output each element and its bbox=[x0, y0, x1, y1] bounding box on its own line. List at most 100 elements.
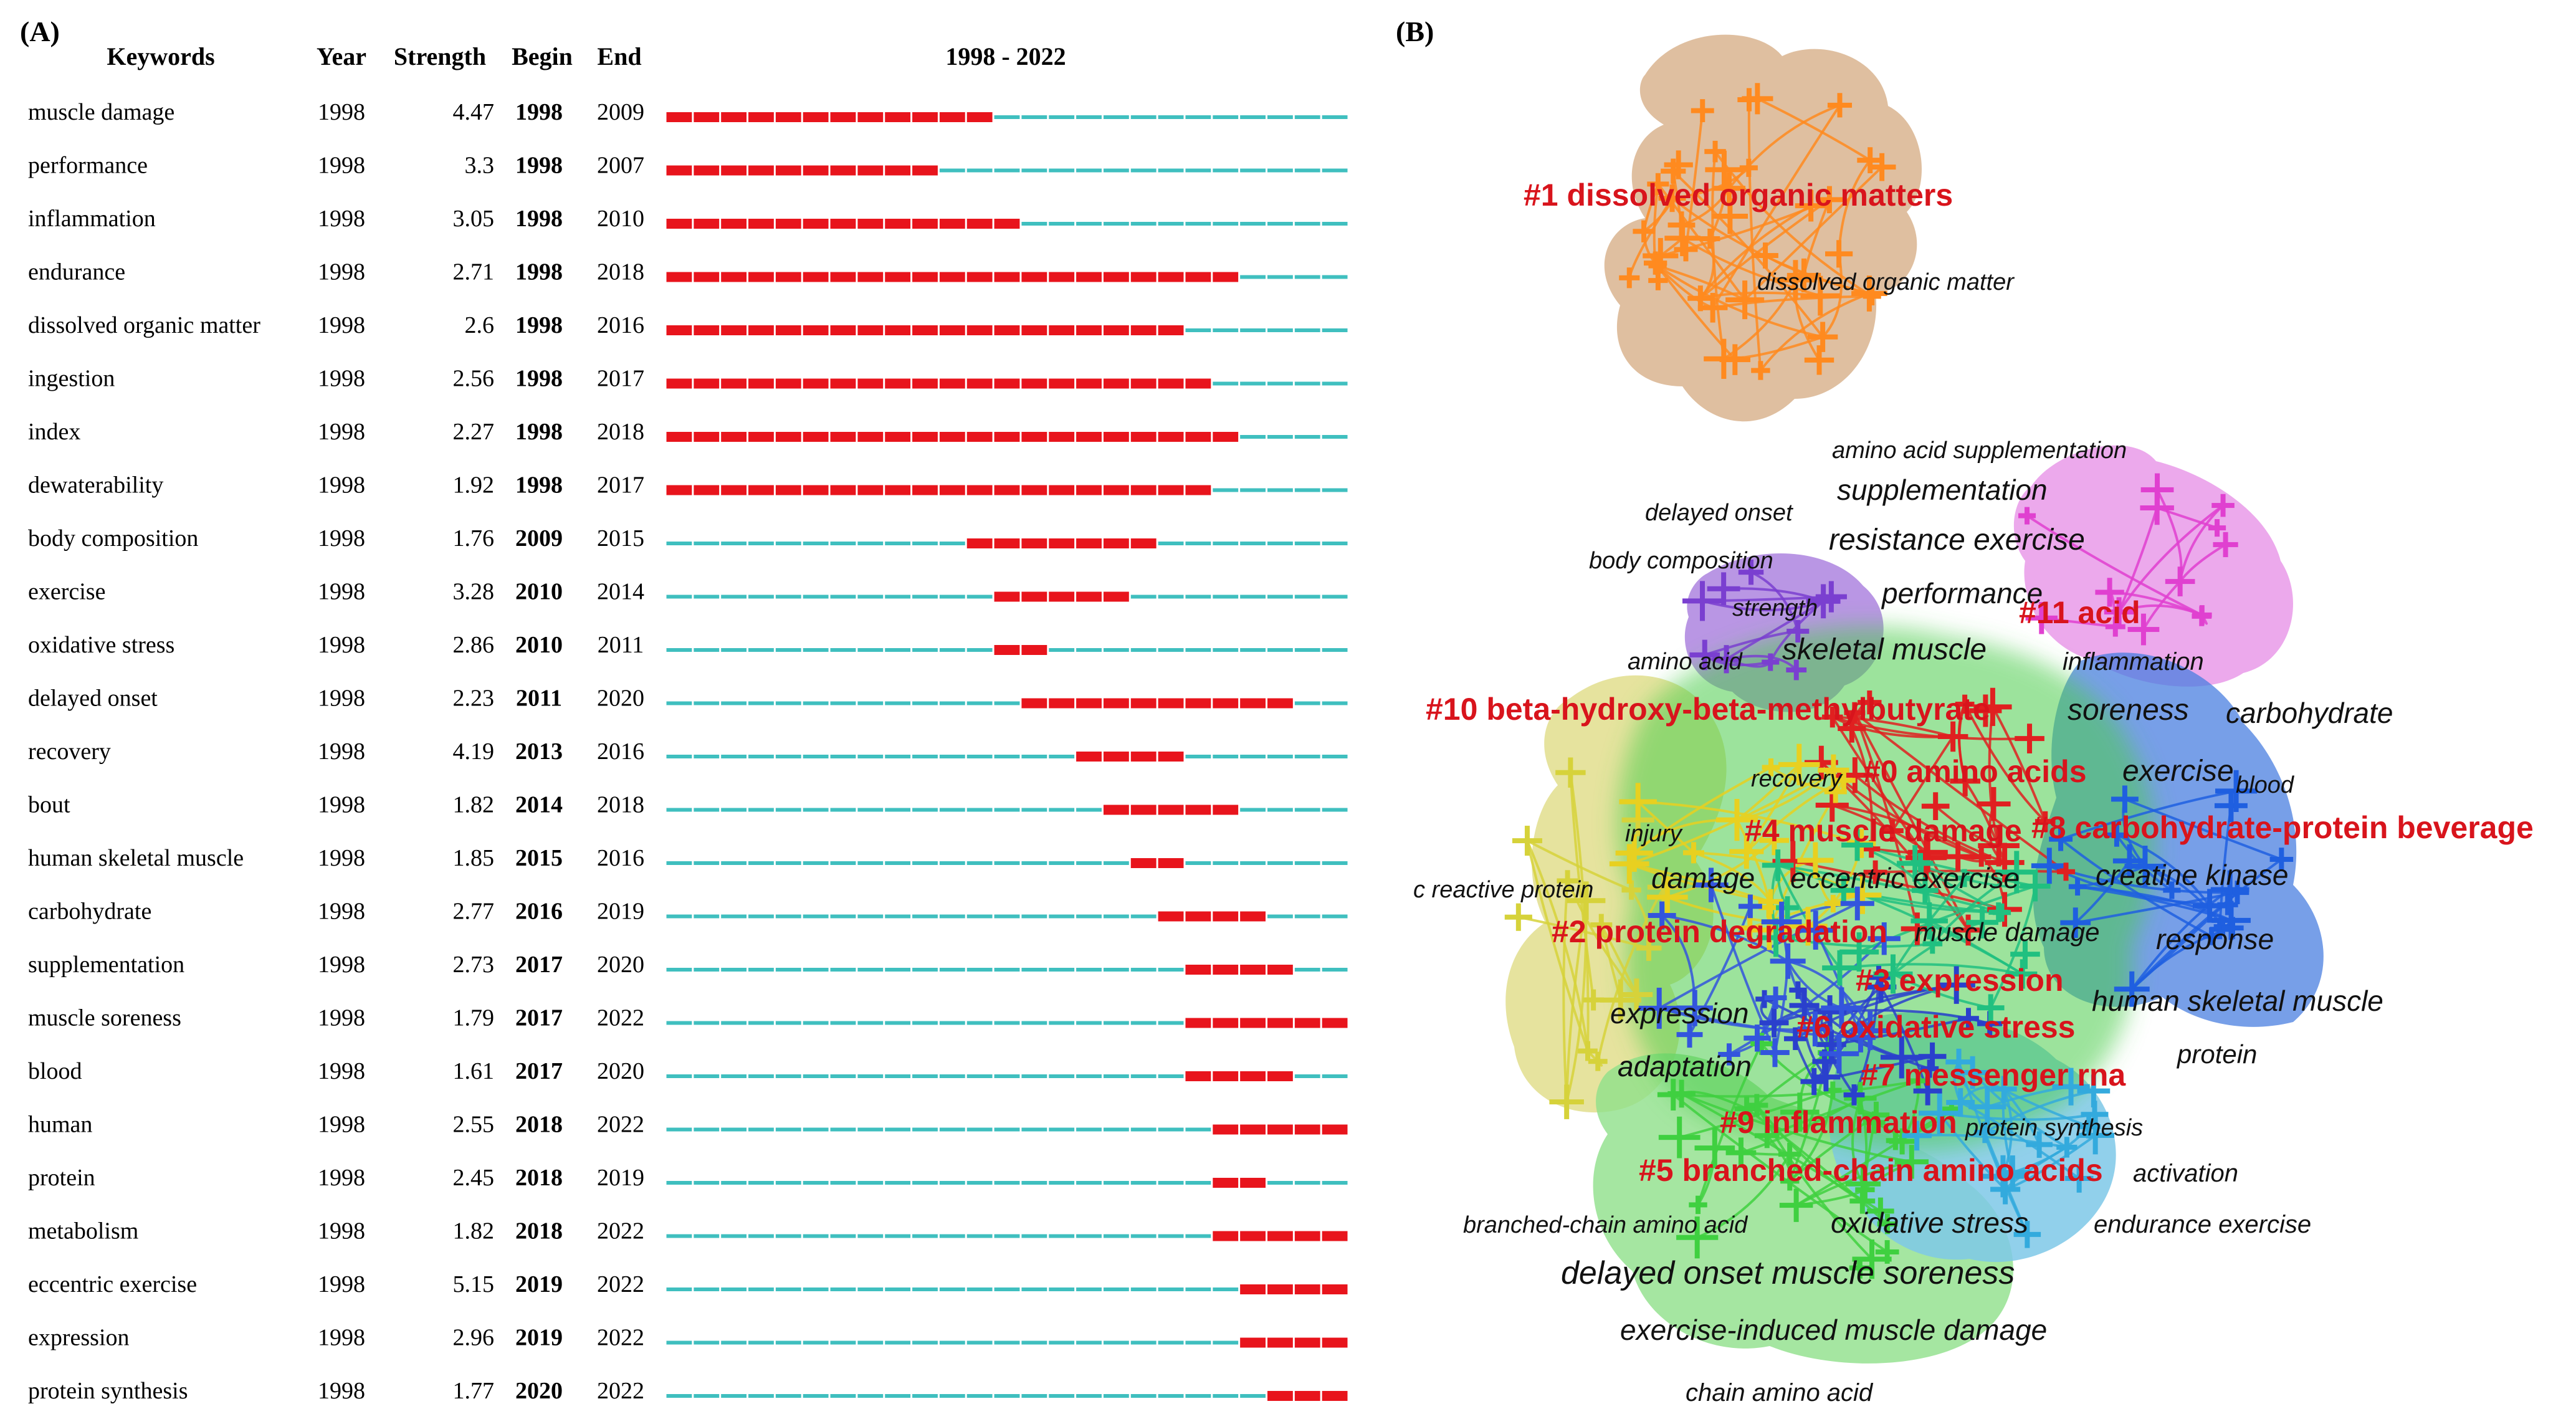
network-node bbox=[2269, 848, 2294, 871]
network-node bbox=[1973, 687, 2012, 726]
network-edge bbox=[1657, 183, 1746, 301]
network-node bbox=[2015, 724, 2044, 753]
network-edge bbox=[2001, 1088, 2013, 1177]
burst-segment bbox=[1185, 432, 1211, 442]
baseline-segment bbox=[994, 168, 1020, 173]
network-node bbox=[2025, 602, 2058, 634]
burst-segment bbox=[748, 112, 774, 122]
network-node bbox=[1797, 1011, 1833, 1047]
row-end: 2022 bbox=[597, 1378, 644, 1404]
baseline-segment bbox=[1322, 648, 1348, 652]
baseline-segment bbox=[939, 1181, 965, 1185]
baseline-segment bbox=[939, 1127, 965, 1132]
baseline-segment bbox=[966, 755, 993, 758]
burst-segment bbox=[1103, 538, 1129, 548]
network-edge bbox=[1988, 707, 2000, 846]
baseline-segment bbox=[939, 701, 965, 705]
row-keyword: delayed onset bbox=[28, 686, 158, 712]
network-edge bbox=[1711, 151, 1725, 360]
baseline-segment bbox=[830, 542, 856, 545]
baseline-segment bbox=[857, 1074, 884, 1078]
baseline-segment bbox=[666, 595, 692, 599]
row-begin: 2019 bbox=[515, 1325, 563, 1351]
kw-eccentric-exercise: eccentric exercise bbox=[1790, 862, 2020, 894]
network-node bbox=[1977, 786, 2011, 821]
baseline-segment bbox=[1322, 1181, 1348, 1185]
baseline-segment bbox=[1076, 1021, 1102, 1025]
baseline-segment bbox=[1294, 275, 1320, 279]
baseline-segment bbox=[1322, 168, 1348, 173]
network-node bbox=[2076, 1116, 2115, 1155]
network-edge bbox=[1712, 295, 1872, 309]
kw-recovery: recovery bbox=[1751, 766, 1843, 792]
baseline-segment bbox=[1294, 488, 1320, 492]
burst-segment bbox=[857, 112, 884, 122]
network-edge bbox=[1600, 924, 1638, 995]
baseline-segment bbox=[885, 1127, 911, 1132]
baseline-segment bbox=[775, 1287, 801, 1291]
network-node bbox=[1647, 876, 1688, 918]
burst-segment bbox=[1049, 272, 1075, 282]
network-node bbox=[2068, 877, 2087, 896]
network-node bbox=[2112, 844, 2147, 878]
baseline-segment bbox=[912, 914, 938, 919]
network-edge bbox=[1747, 99, 1762, 371]
burst-segment bbox=[1267, 1124, 1293, 1135]
network-node bbox=[1779, 1188, 1813, 1222]
network-node bbox=[1992, 903, 2011, 922]
baseline-segment bbox=[775, 1394, 801, 1398]
baseline-segment bbox=[830, 701, 856, 705]
baseline-segment bbox=[1076, 968, 1102, 972]
baseline-segment bbox=[1021, 861, 1047, 865]
baseline-segment bbox=[1130, 1127, 1157, 1132]
network-edge bbox=[1725, 595, 1832, 661]
baseline-segment bbox=[857, 1021, 884, 1025]
baseline-segment bbox=[1267, 542, 1293, 545]
network-node bbox=[1713, 172, 1746, 205]
row-keyword: eccentric exercise bbox=[28, 1271, 197, 1297]
burst-segment bbox=[1130, 538, 1157, 548]
burst-segment bbox=[1021, 432, 1047, 442]
baseline-segment bbox=[666, 861, 692, 865]
network-node bbox=[2018, 507, 2036, 525]
baseline-segment bbox=[966, 648, 993, 652]
row-end: 2022 bbox=[597, 1325, 644, 1351]
burst-table-panel: (A) Keywords Year Strength Begin End 199… bbox=[20, 16, 1348, 1404]
row-year: 1998 bbox=[318, 632, 365, 658]
baseline-segment bbox=[1294, 328, 1320, 332]
header-timeline: 1998 - 2022 bbox=[945, 42, 1066, 70]
baseline-segment bbox=[721, 1127, 747, 1132]
network-node bbox=[2111, 785, 2139, 813]
cluster-label-11: #11 acid bbox=[2019, 595, 2140, 630]
network-node bbox=[1987, 892, 2022, 927]
baseline-segment bbox=[1294, 1181, 1320, 1185]
burst-segment bbox=[1213, 1071, 1239, 1081]
baseline-segment bbox=[912, 1127, 938, 1132]
burst-segment bbox=[775, 219, 801, 229]
baseline-segment bbox=[1049, 914, 1075, 919]
baseline-segment bbox=[1185, 1234, 1211, 1238]
baseline-segment bbox=[775, 1021, 801, 1025]
network-node bbox=[1745, 1094, 1768, 1117]
burst-segment bbox=[1294, 1337, 1320, 1348]
network-edge bbox=[1696, 1154, 1791, 1239]
baseline-segment bbox=[1322, 275, 1348, 279]
baseline-segment bbox=[857, 1340, 884, 1345]
cluster-label-1: #1 dissolved organic matters bbox=[1524, 178, 1953, 213]
baseline-segment bbox=[1021, 1074, 1047, 1078]
baseline-segment bbox=[721, 1394, 747, 1398]
network-node bbox=[1754, 1123, 1780, 1149]
row-year: 1998 bbox=[318, 1112, 365, 1138]
network-node bbox=[1995, 1155, 2030, 1190]
baseline-segment bbox=[1076, 1234, 1102, 1238]
baseline-segment bbox=[721, 1234, 747, 1238]
burst-segment bbox=[1076, 538, 1102, 548]
row-year: 1998 bbox=[318, 579, 365, 605]
baseline-segment bbox=[803, 861, 829, 865]
burst-segment bbox=[721, 165, 747, 176]
burst-segment bbox=[1103, 752, 1129, 762]
baseline-segment bbox=[694, 1127, 720, 1132]
network-node bbox=[1590, 914, 1613, 936]
baseline-segment bbox=[1185, 648, 1211, 652]
baseline-segment bbox=[1267, 808, 1293, 812]
